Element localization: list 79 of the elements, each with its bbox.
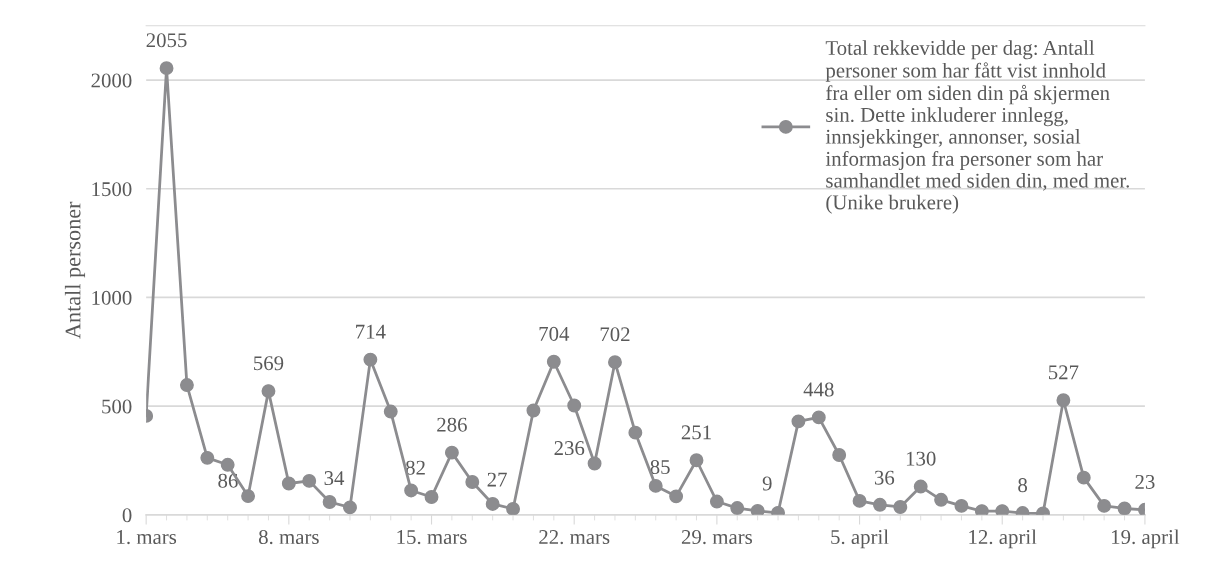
point: [404, 483, 419, 498]
data-label: 85: [650, 459, 670, 475]
point: [567, 398, 582, 413]
point: [872, 497, 887, 512]
point: [648, 478, 663, 493]
point: [444, 445, 459, 460]
data-label: 527: [1048, 365, 1079, 380]
point: [363, 352, 378, 367]
point: [383, 404, 398, 419]
x-tick-label: 29. mars: [681, 530, 752, 545]
y-tick-label: 500: [102, 399, 132, 414]
point: [281, 476, 296, 491]
data-label: 2055: [146, 33, 187, 48]
data-label: 236: [554, 441, 585, 456]
point: [526, 403, 541, 418]
data-label: 27: [487, 472, 507, 487]
point: [730, 501, 745, 515]
data-label: 569: [254, 356, 284, 371]
point: [791, 414, 806, 429]
point: [852, 493, 867, 508]
point: [241, 489, 256, 504]
x-tick-label: 5. april: [831, 529, 889, 549]
point: [546, 354, 561, 369]
data-label: 9: [762, 476, 772, 491]
point: [322, 495, 337, 509]
point: [343, 500, 357, 515]
legend-label: Total rekkevidde per dag: Antall personer som har fått vist innhold fra eller om siden din på skjermen sin. Dette inkluderer innlegg, innsjekkinger, annonser, sosial informasjon fra personer som har samhandlet med siden din, med mer. (Unike brukere): [825, 40, 1129, 214]
point: [1117, 501, 1132, 515]
data-label: 704: [539, 326, 570, 341]
data-label: 702: [600, 327, 630, 342]
data-label: 8: [1018, 478, 1028, 493]
x-tick-label: 1. mars: [117, 530, 177, 545]
point: [485, 496, 500, 511]
data-label: 36: [874, 470, 895, 485]
point: [1097, 498, 1112, 513]
point: [1076, 470, 1091, 485]
point: [893, 500, 908, 514]
x-tick-label: 22. mars: [539, 530, 610, 545]
point: [424, 490, 439, 504]
y-tick-label: 1500: [92, 182, 132, 197]
y-tick-label: 2000: [91, 73, 132, 88]
y-tick-label: 0: [122, 508, 132, 523]
x-tick-label: 19. april: [1112, 529, 1180, 549]
point: [179, 378, 194, 392]
point: [159, 61, 174, 76]
point: [689, 453, 704, 468]
point: [750, 503, 765, 515]
point: [1056, 393, 1071, 408]
x-tick-label: 15. mars: [397, 530, 467, 545]
point: [587, 456, 602, 471]
data-label: 34: [324, 471, 345, 486]
point: [934, 492, 949, 507]
x-tick-label: 12. april: [969, 529, 1037, 549]
point: [506, 501, 520, 515]
point: [709, 494, 724, 509]
data-label: 448: [803, 382, 834, 397]
data-label: 714: [356, 324, 386, 339]
data-label: 23: [1135, 474, 1155, 489]
point: [261, 384, 276, 399]
x-tick-label: 8. mars: [258, 529, 319, 545]
point: [200, 450, 215, 465]
data-label: 130: [906, 451, 936, 466]
point: [608, 355, 622, 370]
point: [832, 448, 847, 462]
data-label: 251: [681, 425, 711, 440]
point: [974, 504, 989, 515]
point: [954, 498, 969, 513]
data-label: 286: [437, 417, 467, 432]
point: [628, 425, 643, 440]
y-tick-label: 1000: [92, 290, 132, 305]
point: [995, 504, 1010, 515]
y-axis-title: Antall personer: [64, 201, 86, 339]
point: [811, 410, 826, 425]
point: [302, 473, 317, 488]
data-label: 86: [218, 473, 238, 488]
point: [220, 457, 235, 472]
point: [913, 479, 928, 494]
point: [465, 475, 480, 489]
point: [669, 489, 684, 504]
